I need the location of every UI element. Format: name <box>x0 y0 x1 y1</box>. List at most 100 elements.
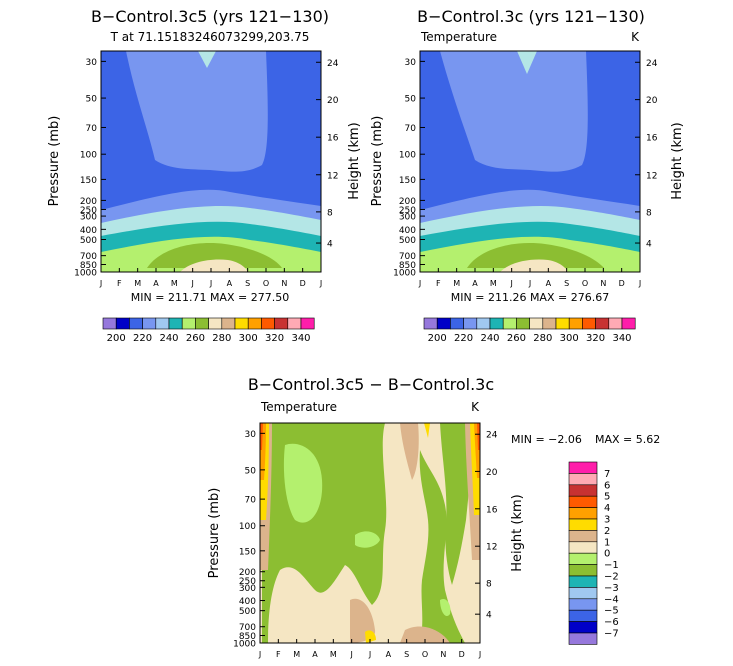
colorbar-label: 260 <box>507 333 526 344</box>
colorbar-swatch <box>221 317 236 330</box>
colorbar-swatch <box>274 317 289 330</box>
panel-3-tan-3 <box>400 626 450 643</box>
y-tick-label: 1000 <box>233 640 256 650</box>
panel-1-ylabel-right: Height (km) <box>347 122 362 199</box>
colorbar-swatch <box>568 530 598 543</box>
y-right-tick-label: 12 <box>327 171 338 181</box>
colorbar-label: 340 <box>612 333 631 344</box>
colorbar-label: 260 <box>186 333 205 344</box>
colorbar-swatch <box>208 317 223 330</box>
panel-3-lightgreen-1 <box>283 443 323 523</box>
y-tick-label: 250 <box>80 206 97 216</box>
y-tick-label: 300 <box>80 213 97 223</box>
colorbar-swatch <box>568 598 598 611</box>
panel-2-stratosphere-lobe <box>440 51 588 172</box>
colorbar-label: 300 <box>239 333 258 344</box>
colorbar-swatch <box>129 317 143 330</box>
colorbar-swatch <box>568 575 598 588</box>
x-tick-label: S <box>245 279 250 288</box>
panel-2-title: B−Control.3c (yrs 121−130) <box>417 7 645 26</box>
x-tick-label: M <box>453 279 460 288</box>
colorbar-label: −3 <box>604 583 619 594</box>
colorbar-swatch <box>568 564 598 577</box>
colorbar-swatch <box>502 317 517 330</box>
colorbar-swatch <box>516 317 530 330</box>
colorbar-swatch <box>568 541 598 554</box>
x-tick-label: N <box>600 279 606 288</box>
y-tick-label: 70 <box>405 124 417 134</box>
y-tick-label: 30 <box>245 430 257 440</box>
x-tick-label: M <box>134 279 141 288</box>
x-tick-label: N <box>281 279 287 288</box>
colorbar-swatch <box>568 317 583 330</box>
x-tick-label: O <box>582 279 588 288</box>
colorbar-swatch <box>436 317 451 330</box>
y-right-tick-label: 4 <box>486 611 492 621</box>
colorbar-swatch <box>168 317 183 330</box>
colorbar-swatch <box>568 552 598 565</box>
y-right-tick-label: 4 <box>327 240 333 250</box>
panel-3-ylabel-right: Height (km) <box>510 494 525 571</box>
y-right-tick-label: 20 <box>327 96 339 106</box>
y-tick-label: 300 <box>399 213 416 223</box>
y-tick-label: 850 <box>80 261 97 271</box>
y-tick-label: 50 <box>405 95 417 105</box>
panel-2-subtitle-right: K <box>631 30 640 44</box>
colorbar-swatch <box>568 587 598 600</box>
colorbar-swatch <box>463 317 478 330</box>
y-right-tick-label: 24 <box>327 59 339 69</box>
y-tick-label: 100 <box>80 151 97 161</box>
x-tick-label: J <box>478 650 481 659</box>
y-tick-label: 400 <box>399 226 416 236</box>
panel-2-top-wedge <box>517 51 537 74</box>
y-tick-label: 250 <box>239 577 256 587</box>
colorbar-swatch <box>529 317 544 330</box>
colorbar-label: 5 <box>604 492 610 503</box>
colorbar-swatch <box>568 495 598 508</box>
colorbar-swatch <box>621 317 636 330</box>
panel-1-warm-core <box>147 243 282 268</box>
colorbar-swatch <box>542 317 557 330</box>
y-tick-label: 300 <box>239 584 256 594</box>
y-right-tick-label: 20 <box>646 96 658 106</box>
panel-3-title: B−Control.3c5 − B−Control.3c <box>248 375 494 394</box>
x-tick-label: A <box>386 650 392 659</box>
panel-3-top-yellow-notch <box>424 423 430 438</box>
y-right-tick-label: 8 <box>327 208 333 218</box>
y-right-tick-label: 16 <box>646 134 658 144</box>
colorbar-swatch <box>568 473 598 486</box>
y-tick-label: 30 <box>86 58 98 68</box>
panel-3-stats-min: MIN = −2.06 <box>511 433 582 446</box>
y-right-tick-label: 8 <box>486 580 492 590</box>
y-tick-label: 850 <box>239 632 256 642</box>
y-tick-label: 70 <box>86 124 98 134</box>
x-tick-label: A <box>312 650 318 659</box>
colorbar-label: 280 <box>533 333 552 344</box>
colorbar-swatch <box>608 317 623 330</box>
y-right-tick-label: 12 <box>646 171 657 181</box>
colorbar-label: 240 <box>159 333 178 344</box>
x-tick-label: A <box>546 279 552 288</box>
y-tick-label: 850 <box>399 261 416 271</box>
panel-2-warm-core <box>467 243 604 268</box>
y-tick-label: 700 <box>80 252 97 262</box>
x-tick-label: M <box>171 279 178 288</box>
colorbar-label: 340 <box>291 333 310 344</box>
y-tick-label: 500 <box>239 607 256 617</box>
x-tick-label: J <box>319 279 322 288</box>
colorbar-label: 7 <box>604 469 610 480</box>
panel-1-plot-area <box>101 51 321 272</box>
y-tick-label: 1000 <box>74 269 97 279</box>
panel-2-subtitle-left: Temperature <box>420 30 497 44</box>
x-tick-label: M <box>330 650 337 659</box>
y-tick-label: 700 <box>399 252 416 262</box>
x-tick-label: F <box>117 279 122 288</box>
colorbar-label: 1 <box>604 537 610 548</box>
x-tick-label: A <box>227 279 233 288</box>
x-tick-label: J <box>368 650 371 659</box>
y-tick-label: 250 <box>399 206 416 216</box>
x-tick-label: J <box>418 279 421 288</box>
colorbar-label: 280 <box>212 333 231 344</box>
colorbar-label: 3 <box>604 515 610 526</box>
